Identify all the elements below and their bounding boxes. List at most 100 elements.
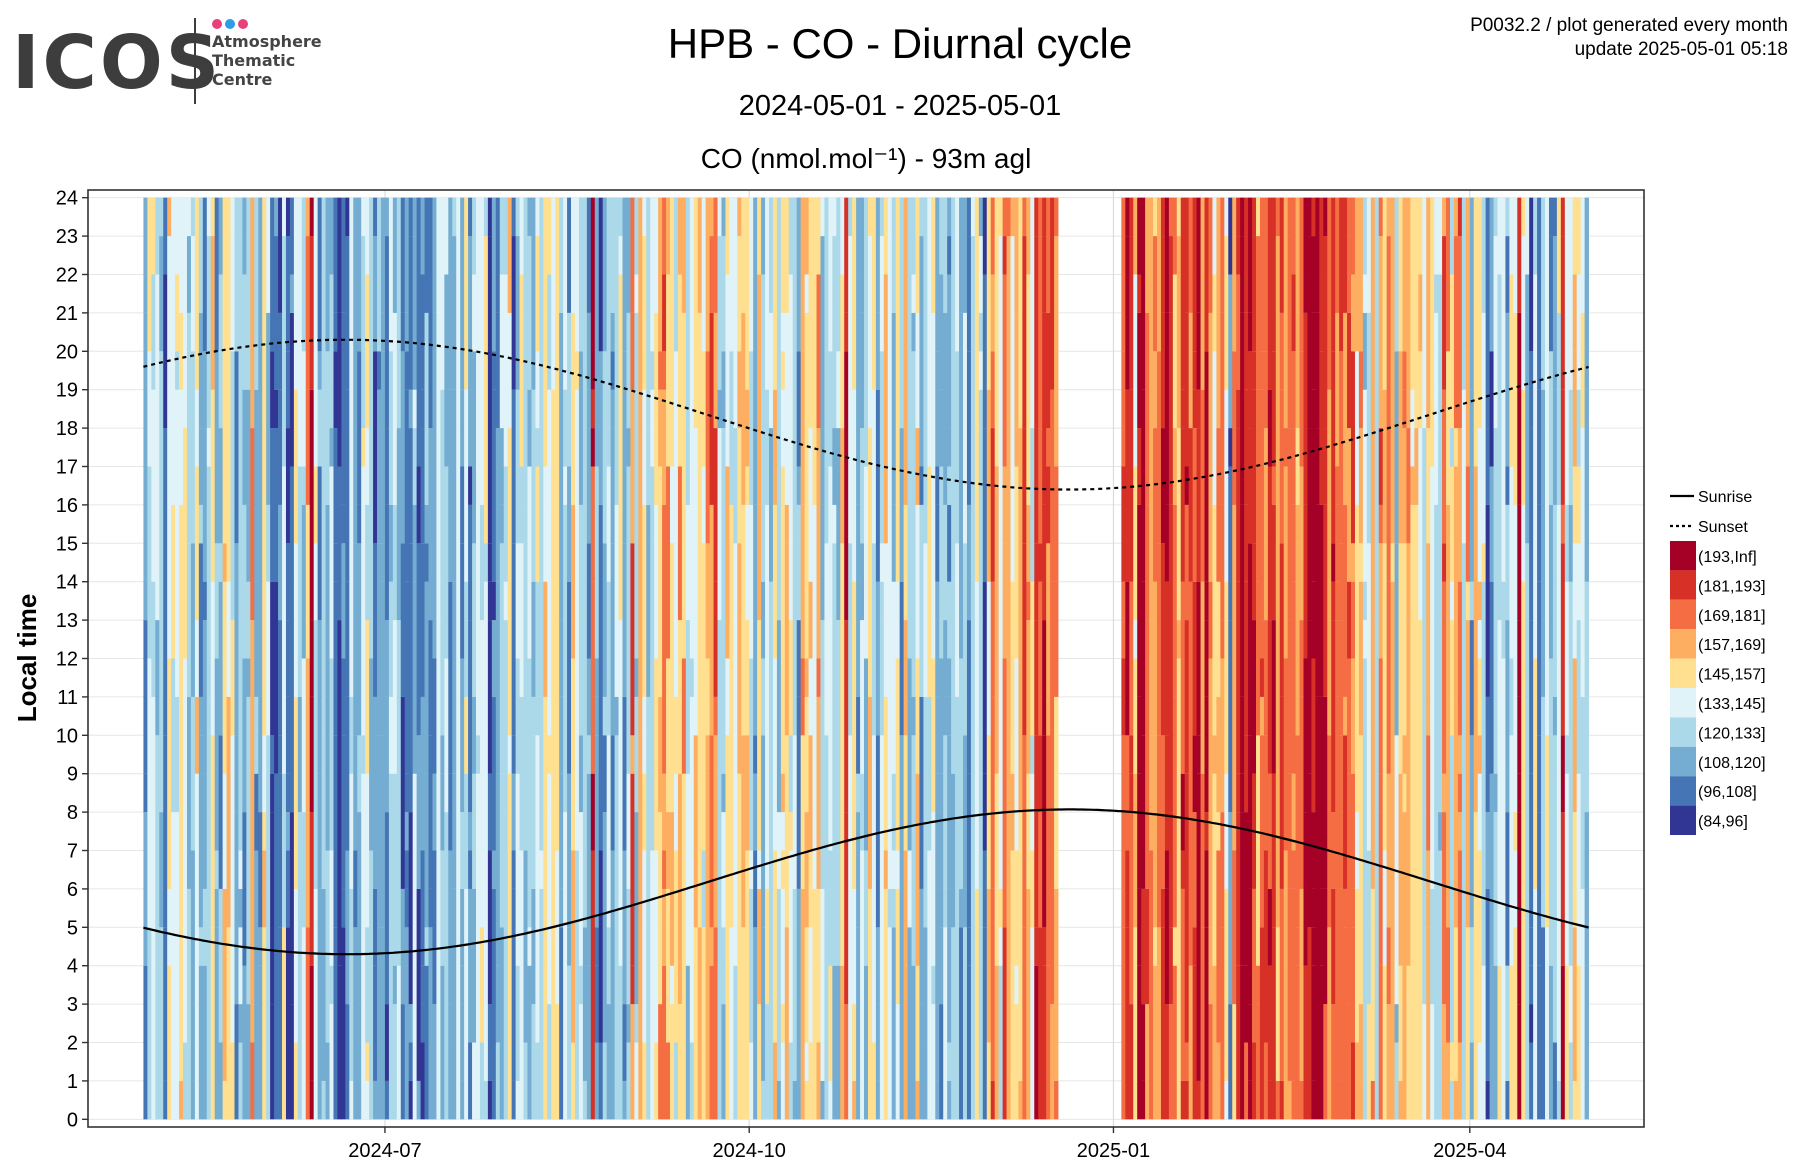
heatmap-cell [582,504,588,544]
heatmap-cell [586,773,592,966]
heatmap-cell [559,773,564,889]
heatmap-cell [634,812,639,1005]
heatmap-cell [717,197,722,237]
heatmap-cell [871,197,877,237]
heatmap-cell [222,735,227,774]
heatmap-cell [190,1080,196,1120]
heatmap-cell [622,850,627,1005]
heatmap-cell [963,543,968,582]
heatmap-cell [1299,620,1304,697]
heatmap-cell [883,850,889,889]
heatmap-cell [337,466,342,621]
heatmap-cell [1153,197,1158,237]
heatmap-cell [820,504,825,621]
heatmap-cell [681,236,687,275]
heatmap-cell [757,428,762,505]
heatmap-cell [1430,927,1435,1005]
heatmap-cell [1275,735,1281,851]
heatmap-cell [567,581,572,774]
heatmap-cell [1315,850,1320,1043]
heatmap-cell [713,197,718,313]
heatmap-cell [935,773,940,851]
heatmap-cell [1168,236,1174,313]
heatmap-cell [808,735,813,851]
heatmap-cell [1426,735,1431,851]
heatmap-cell [1505,236,1510,313]
heatmap-cell [761,850,766,928]
heatmap-cell [780,197,786,275]
heatmap-cell [151,274,156,390]
heatmap-cell [883,965,889,1120]
heatmap-cell [1366,543,1372,582]
heatmap-cell [626,1042,631,1120]
heatmap-cell [1196,428,1201,582]
heatmap-cell [654,658,659,851]
heatmap-cell [289,1004,295,1120]
heatmap-cell [266,312,271,505]
heatmap-cell [218,543,224,582]
heatmap-cell [1584,197,1589,390]
heatmap-cell [563,466,568,505]
heatmap-cell [452,197,457,237]
heatmap-cell [202,428,208,582]
heatmap-cell [1521,389,1526,505]
heatmap-cell [753,504,758,621]
heatmap-cell [662,773,667,851]
heatmap-cell [963,312,968,390]
heatmap-cell [361,236,366,275]
heatmap-cell [519,696,524,851]
heatmap-cell [1133,197,1138,275]
heatmap-cell [349,888,354,1081]
heatmap-cell [1319,504,1324,697]
heatmap-cell [970,965,976,1120]
heatmap-cell [709,927,714,966]
heatmap-cell [689,773,695,851]
heatmap-cell [258,812,263,928]
heatmap-cell [1517,1004,1522,1120]
heatmap-cell [848,543,853,736]
heatmap-cell [796,620,802,697]
heatmap-cell [1263,620,1269,736]
heatmap-cell [412,389,418,429]
heatmap-cell [483,581,489,697]
y-tick-label: 10 [56,725,78,747]
heatmap-cell [1137,428,1142,505]
heatmap-cell [1026,504,1031,582]
heatmap-cell [1347,236,1352,313]
heatmap-cell [630,197,635,313]
heatmap-cell [1145,312,1150,505]
heatmap-cell [1556,197,1562,313]
heatmap-cell [1311,197,1316,237]
heatmap-cell [1038,581,1043,697]
legend-bin-swatch [1670,717,1696,747]
heatmap-cell [610,735,615,851]
heatmap-cell [1319,965,1324,1120]
heatmap-cell [476,735,481,774]
heatmap-cell [1485,1080,1490,1120]
heatmap-cell [1216,850,1221,1043]
y-tick-label: 0 [67,1109,78,1131]
heatmap-cell [1184,312,1190,467]
heatmap-cell [293,1042,299,1120]
heatmap-cell [499,504,505,544]
heatmap-cell [1204,696,1209,813]
y-tick-label: 7 [67,841,78,863]
heatmap-cell [1149,850,1154,1005]
heatmap-cell [1149,197,1154,352]
heatmap-cell [404,812,410,851]
heatmap-cell [278,312,283,390]
heatmap-cell [289,466,295,659]
heatmap-cell [792,735,798,851]
heatmap-cell [919,1004,924,1043]
heatmap-cell [1485,197,1490,275]
heatmap-cell [424,543,429,582]
heatmap-cell [1378,850,1384,966]
heatmap-cell [1339,812,1344,889]
heatmap-cell [1121,658,1126,736]
heatmap-cell [662,888,667,928]
heatmap-cell [1343,696,1348,736]
heatmap-cell [507,428,513,582]
heatmap-cell [1418,965,1423,1120]
heatmap-cell [891,312,897,505]
heatmap-cell [919,428,924,467]
